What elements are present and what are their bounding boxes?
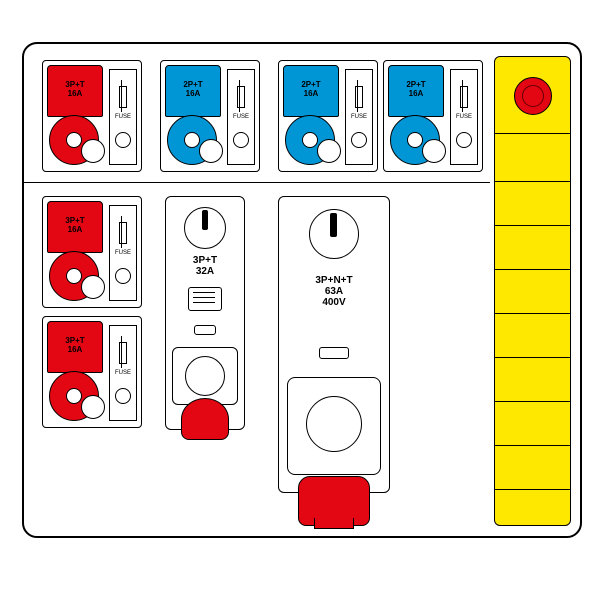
- rotary-switch[interactable]: [309, 209, 359, 259]
- lock-slot: [194, 325, 216, 335]
- fuse-holder: FUSE: [345, 69, 373, 165]
- socket-lid: 3P+T16A: [47, 201, 103, 253]
- release-ring: [81, 139, 105, 163]
- fuse-holder: FUSE: [109, 69, 137, 165]
- interlock-window: [188, 287, 222, 311]
- socket-module-left-2: 3P+T16A FUSE: [42, 316, 142, 428]
- release-ring: [81, 395, 105, 419]
- fuse-label: FUSE: [110, 114, 136, 120]
- socket-rating-label: 2P+T16A: [166, 80, 220, 98]
- release-ring: [317, 139, 341, 163]
- release-ring: [422, 139, 446, 163]
- fuse-label: FUSE: [110, 370, 136, 376]
- socket-rating-label: 3P+T16A: [48, 80, 102, 98]
- fuse-label: FUSE: [346, 114, 372, 120]
- socket-module-top-1: 3P+T16A FUSE: [42, 60, 142, 172]
- socket-rating-label: 2P+T16A: [284, 80, 338, 98]
- socket-lid: 3P+T16A: [47, 321, 103, 373]
- socket-module-top-2: 2P+T16A FUSE: [160, 60, 260, 172]
- rating-label-32a: 3P+T32A: [166, 255, 244, 277]
- socket-rating-label: 3P+T16A: [48, 216, 102, 234]
- breaker-strip: [494, 56, 571, 526]
- plug-cap-32a[interactable]: [181, 398, 229, 440]
- fuse-holder: FUSE: [109, 325, 137, 421]
- socket-rating-label: 3P+T16A: [48, 336, 102, 354]
- socket-outlet[interactable]: [185, 356, 225, 396]
- socket-lid: 2P+T16A: [165, 65, 221, 117]
- socket-module-left-1: 3P+T16A FUSE: [42, 196, 142, 308]
- fuse-holder: FUSE: [450, 69, 478, 165]
- fuse-holder: FUSE: [227, 69, 255, 165]
- interlocked-socket-32a: 3P+T32A: [165, 196, 245, 430]
- release-ring: [199, 139, 223, 163]
- fuse-label: FUSE: [110, 250, 136, 256]
- rating-label-63a: 3P+N+T63A400V: [279, 275, 389, 308]
- socket-rating-label: 2P+T16A: [389, 80, 443, 98]
- lock-slot: [319, 347, 349, 359]
- fuse-holder: FUSE: [109, 205, 137, 301]
- release-ring: [81, 275, 105, 299]
- fuse-label: FUSE: [228, 114, 254, 120]
- socket-module-top-3: 2P+T16A FUSE: [278, 60, 378, 172]
- rotary-switch[interactable]: [184, 207, 226, 249]
- socket-lid: 2P+T16A: [283, 65, 339, 117]
- socket-outlet[interactable]: [306, 396, 362, 452]
- socket-module-top-4: 2P+T16A FUSE: [383, 60, 483, 172]
- interlocked-socket-63a: 3P+N+T63A400V: [278, 196, 390, 493]
- fuse-label: FUSE: [451, 114, 477, 120]
- panel-divider: [24, 182, 490, 183]
- socket-lid: 3P+T16A: [47, 65, 103, 117]
- socket-lid: 2P+T16A: [388, 65, 444, 117]
- emergency-stop-button[interactable]: [514, 77, 552, 115]
